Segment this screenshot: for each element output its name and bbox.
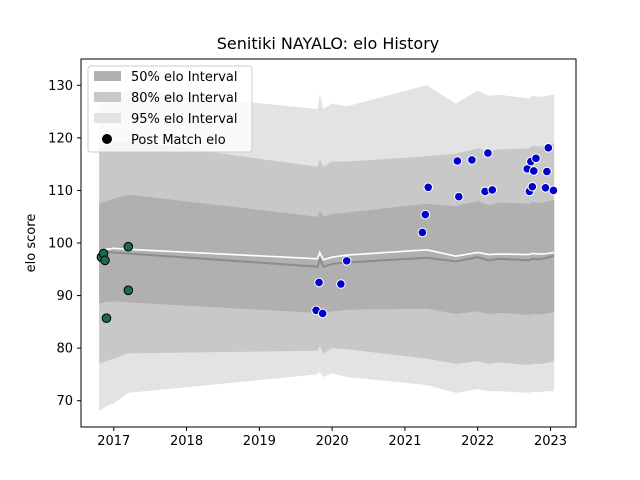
legend: 50% elo Interval 80% elo Interval 95% elo … [87,65,253,153]
y-axis-label: elo score [24,214,39,273]
axes: 2017 2018 2019 2020 2021 2022 2023 70 80 90 100 110… [48,58,577,449]
data-point [420,209,431,220]
data-point [100,255,110,266]
data-point [101,313,112,323]
x-tick-label: 2019 [243,434,276,449]
data-point [454,191,464,202]
x-tick-label: 2020 [316,434,349,449]
legend-swatch [94,71,121,81]
x-tick-label: 2021 [388,434,421,449]
legend-label: 80% elo Interval [131,91,238,106]
data-point [528,166,539,176]
y-tick-label: 120 [48,131,73,146]
data-point [336,279,346,289]
data-point [123,285,134,296]
data-point [542,166,552,177]
band-50 [99,194,555,316]
legend-swatch [94,92,121,102]
data-point [527,181,538,192]
data-point [452,156,463,166]
legend-label: 95% elo Interval [131,112,238,127]
data-point [423,182,434,193]
data-point [531,153,541,164]
x-tick-label: 2017 [97,434,130,449]
data-point [341,256,352,266]
data-point [417,227,428,238]
legend-label: Post Match elo [131,133,226,148]
plot-area [96,85,559,412]
chart-title: Senitiki NAYALO: elo History [217,34,439,53]
data-point [317,308,328,319]
data-point [487,185,498,195]
y-tick-label: 110 [48,184,73,199]
x-tick-label: 2022 [461,434,494,449]
data-point [123,241,134,252]
median-line [98,250,555,268]
data-point [540,183,551,193]
x-tick-label: 2018 [170,434,203,449]
data-point [548,185,559,196]
y-tick-label: 70 [56,394,73,409]
y-tick-label: 90 [56,289,73,304]
legend-marker [102,134,112,144]
data-point [314,277,324,288]
legend-box [87,65,253,153]
legend-swatch [94,113,121,123]
y-tick-label: 130 [48,79,73,94]
y-tick-label: 80 [56,342,73,357]
data-point [483,148,493,158]
data-point [467,155,477,165]
y-tick-label: 100 [48,237,73,252]
x-tick-label: 2023 [534,434,567,449]
legend-label: 50% elo Interval [131,70,238,85]
data-point [543,143,554,153]
